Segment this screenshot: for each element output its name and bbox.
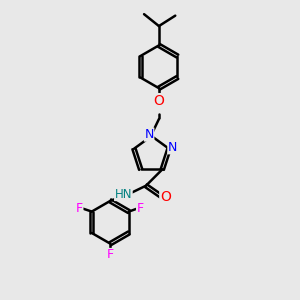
Text: O: O — [154, 94, 164, 108]
Text: F: F — [76, 202, 83, 215]
Text: O: O — [160, 190, 171, 204]
Text: HN: HN — [115, 188, 132, 200]
Text: N: N — [168, 141, 177, 154]
Text: N: N — [144, 128, 154, 141]
Text: F: F — [136, 202, 144, 215]
Text: F: F — [107, 248, 114, 262]
